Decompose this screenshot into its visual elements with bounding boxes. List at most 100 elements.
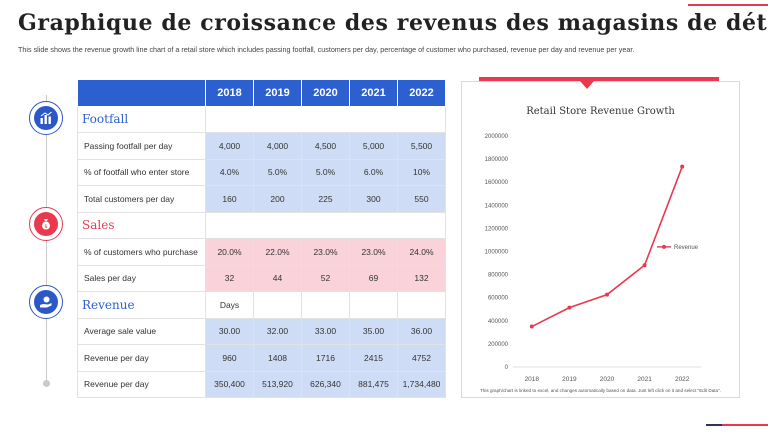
svg-text:$: $ <box>44 224 47 230</box>
table-cell <box>253 291 302 319</box>
section-title-footfall: Footfall <box>77 105 206 133</box>
table-cell: 960 <box>205 344 254 372</box>
table-cell: 4.0% <box>205 158 254 186</box>
hand-coin-icon <box>40 296 52 308</box>
table-header-row: 2018 2019 2020 2021 2022 <box>77 79 446 107</box>
row-label: Passing footfall per day <box>77 132 206 160</box>
footfall-section-icon <box>29 101 63 135</box>
table-cell: 550 <box>397 185 446 213</box>
bottom-accent-rule-red <box>722 424 768 426</box>
x-tick-label: 2020 <box>600 376 615 383</box>
table-cell: 160 <box>205 185 254 213</box>
table-cell <box>349 291 398 319</box>
table-cell: 33.00 <box>301 317 350 345</box>
chart-note: This graph/chart is linked to excel, and… <box>480 388 721 393</box>
table-cell: 22.0% <box>253 238 302 266</box>
table-cell: 4,500 <box>301 132 350 160</box>
revenue-data-table: 2018 2019 2020 2021 2022 Footfall Passin… <box>77 79 446 398</box>
table-cell: 30.00 <box>205 317 254 345</box>
table-row: Passing footfall per day 4,000 4,000 4,5… <box>77 132 446 160</box>
table-cell: 23.0% <box>349 238 398 266</box>
legend-label: Revenue <box>674 245 699 251</box>
chart-accent-pointer <box>580 81 594 89</box>
year-header: 2021 <box>349 79 398 107</box>
row-label: Total customers per day <box>77 185 206 213</box>
legend-swatch-point <box>662 244 666 249</box>
table-row: Average sale value 30.00 32.00 33.00 35.… <box>77 317 446 345</box>
data-point <box>642 263 647 268</box>
table-cell: 1716 <box>301 344 350 372</box>
table-cell: 36.00 <box>397 317 446 345</box>
money-bag-icon: $ <box>42 219 50 230</box>
table-cell: 20.0% <box>205 238 254 266</box>
table-cell: 4752 <box>397 344 446 372</box>
bar-chart-icon <box>40 111 52 124</box>
data-point <box>529 324 534 329</box>
year-header: 2019 <box>253 79 302 107</box>
page-subtitle: This slide shows the revenue growth line… <box>18 45 635 54</box>
table-cell: 32.00 <box>253 317 302 345</box>
y-tick-label: 200000 <box>488 342 509 348</box>
page-title: Graphique de croissance des revenus des … <box>18 10 768 36</box>
revenue-line-chart[interactable]: 0 200000 400000 600000 800000 1000000 1200000 1… <box>461 81 740 398</box>
chart-accent-bar <box>479 77 719 81</box>
bottom-accent-rule-dark <box>706 424 722 426</box>
x-tick-label: 2018 <box>525 376 540 383</box>
year-header: 2018 <box>205 79 254 107</box>
y-tick-label: 400000 <box>488 319 509 325</box>
table-row: Revenue per day 350,400 513,920 626,340 … <box>77 370 446 398</box>
timeline-end-dot <box>43 380 50 387</box>
x-tick-label: 2019 <box>562 376 577 383</box>
table-cell: 23.0% <box>301 238 350 266</box>
table-cell: 5.0% <box>253 158 302 186</box>
table-cell: 1408 <box>253 344 302 372</box>
x-tick-label: 2022 <box>675 376 690 383</box>
data-point <box>605 292 609 297</box>
y-tick-label: 1400000 <box>485 203 509 209</box>
table-cell: 4,000 <box>253 132 302 160</box>
x-tick-label: 2021 <box>637 376 652 383</box>
table-row: Revenue per day 960 1408 1716 2415 4752 <box>77 344 446 372</box>
table-cell: 52 <box>301 264 350 292</box>
table-cell: 24.0% <box>397 238 446 266</box>
table-cell: 44 <box>253 264 302 292</box>
chart-panel[interactable] <box>461 81 740 398</box>
table-row: % of customers who purchase 20.0% 22.0% … <box>77 238 446 266</box>
section-note: Days <box>205 291 254 319</box>
row-label: Revenue per day <box>77 344 206 372</box>
y-tick-label: 0 <box>505 365 509 371</box>
y-tick-label: 800000 <box>488 273 509 279</box>
table-cell: 32 <box>205 264 254 292</box>
year-header: 2020 <box>301 79 350 107</box>
y-tick-label: 600000 <box>488 296 509 302</box>
revenue-section-row: Revenue Days <box>77 291 446 319</box>
footfall-section-row: Footfall <box>77 105 446 133</box>
row-label: Sales per day <box>77 264 206 292</box>
row-label: Average sale value <box>77 317 206 345</box>
table-cell: 69 <box>349 264 398 292</box>
section-note <box>205 105 446 133</box>
section-title-sales: Sales <box>77 211 206 239</box>
row-label: % of customers who purchase <box>77 238 206 266</box>
y-tick-label: 1200000 <box>485 226 509 232</box>
table-cell: 200 <box>253 185 302 213</box>
table-cell: 6.0% <box>349 158 398 186</box>
table-cell: 300 <box>349 185 398 213</box>
table-row: Total customers per day 160 200 225 300 … <box>77 185 446 213</box>
table-cell: 5.0% <box>301 158 350 186</box>
row-label: % of footfall who enter store <box>77 158 206 186</box>
data-point <box>567 305 572 310</box>
table-cell: 626,340 <box>301 370 350 398</box>
top-accent-rule <box>688 4 768 6</box>
y-tick-label: 1800000 <box>485 157 509 163</box>
data-point <box>680 164 685 169</box>
chart-title: Retail Store Revenue Growth <box>526 106 675 117</box>
year-header: 2022 <box>397 79 446 107</box>
y-tick-label: 1000000 <box>485 250 509 256</box>
table-cell: 5,000 <box>349 132 398 160</box>
row-label: Revenue per day <box>77 370 206 398</box>
table-cell: 225 <box>301 185 350 213</box>
table-cell: 2415 <box>349 344 398 372</box>
table-cell: 881,475 <box>349 370 398 398</box>
table-row: Sales per day 32 44 52 69 132 <box>77 264 446 292</box>
